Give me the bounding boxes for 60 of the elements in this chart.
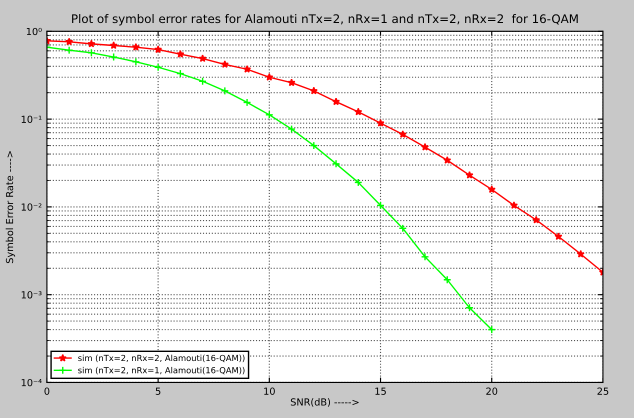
point: [87, 48, 96, 57]
point: [176, 69, 185, 78]
legend-label: sim (nTx=2, nRx=1, Alamouti(16-QAM)): [78, 366, 244, 374]
point: [65, 38, 74, 46]
x-tick-label: 15: [375, 388, 386, 395]
point: [554, 232, 562, 240]
point: [265, 73, 274, 81]
y-tick-label: 10⁻³: [22, 291, 42, 299]
point: [87, 40, 96, 48]
point: [176, 50, 184, 58]
point: [421, 142, 430, 151]
point: [354, 108, 362, 116]
point: [465, 170, 474, 179]
point: [154, 63, 162, 72]
point: [198, 77, 207, 86]
point: [220, 60, 229, 68]
point: [465, 304, 474, 312]
point: [443, 276, 452, 284]
point: [332, 160, 340, 168]
point: [443, 156, 452, 164]
y-tick-label: 10⁻⁴: [22, 378, 42, 386]
point: [488, 325, 496, 334]
point: [132, 58, 140, 66]
point: [532, 216, 540, 224]
point: [243, 65, 252, 73]
y-tick-label: 10⁻²: [22, 203, 42, 211]
point: [132, 43, 140, 51]
point: [398, 224, 407, 233]
point: [354, 178, 362, 187]
point: [420, 252, 430, 261]
point: [265, 110, 274, 119]
point: [376, 201, 385, 210]
point: [376, 118, 385, 127]
point: [288, 78, 296, 86]
point: [220, 86, 230, 96]
point: [110, 41, 118, 49]
x-axis-title: SNR(dB) ----->: [290, 398, 359, 407]
point: [198, 54, 207, 62]
point: [576, 250, 585, 258]
x-tick-label: 0: [44, 388, 50, 395]
y-axis-title: Symbol Error Rate ---->: [6, 151, 16, 264]
x-tick-label: 10: [264, 388, 275, 395]
point: [398, 130, 407, 138]
point: [510, 201, 518, 209]
point: [310, 141, 318, 150]
point: [242, 98, 252, 107]
legend-label: sim (nTx=2, nRx=2, Alamouti(16-QAM)): [78, 354, 244, 362]
point: [109, 52, 118, 62]
point: [310, 86, 318, 94]
point: [332, 98, 340, 106]
x-tick-label: 20: [486, 388, 498, 395]
chart-title: Plot of symbol error rates for Alamouti nTx=2, nRx=1 and nTx=2, nRx=2 for 16-QAM: [72, 14, 578, 26]
point: [488, 185, 496, 193]
point: [64, 46, 74, 54]
point: [154, 45, 162, 54]
x-tick-label: 5: [156, 388, 160, 395]
y-tick-label: 10⁻¹: [22, 116, 42, 123]
point: [287, 124, 296, 134]
x-tick-label: 25: [597, 388, 608, 395]
y-tick-label: 10⁰: [26, 28, 42, 36]
